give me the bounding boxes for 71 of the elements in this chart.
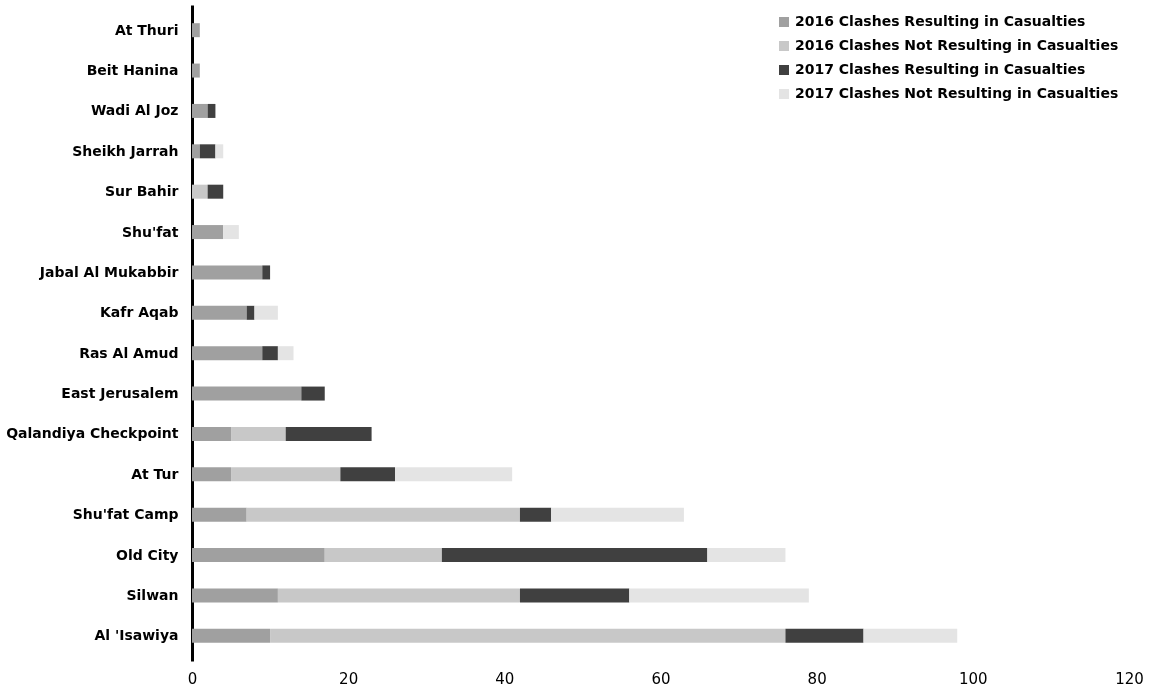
bar: [192, 507, 247, 522]
x-tick-label: 40: [495, 669, 515, 688]
bar: [707, 548, 786, 563]
bar: [863, 628, 958, 643]
bar: [324, 548, 442, 563]
x-tick-label: 120: [1115, 669, 1144, 688]
bar: [262, 346, 278, 361]
y-tick-label: Beit Hanina: [86, 62, 179, 79]
legend-label: 2017 Clashes Not Resulting in Casualties: [795, 85, 1119, 101]
y-tick-label: Shu'fat: [121, 223, 179, 240]
bar: [192, 144, 200, 159]
bar: [192, 467, 232, 482]
bar: [519, 507, 552, 522]
bar: [207, 103, 216, 118]
bar: [301, 386, 325, 401]
legend-label: 2017 Clashes Resulting in Casualties: [795, 61, 1086, 77]
bar: [246, 305, 255, 320]
y-tick-label: Al 'Isawiya: [94, 627, 179, 644]
bar: [192, 346, 263, 361]
bar: [629, 588, 809, 603]
bar: [231, 426, 286, 441]
y-tick-label: Qalandiya Checkpoint: [6, 425, 179, 442]
bar: [192, 548, 325, 563]
y-tick-label: Wadi Al Joz: [90, 102, 179, 119]
y-tick-label: Ras Al Amud: [79, 344, 179, 361]
bar: [207, 184, 224, 199]
bar: [192, 426, 232, 441]
bar: [270, 628, 786, 643]
y-tick-label: Old City: [116, 546, 179, 563]
bar: [262, 265, 271, 280]
bar: [192, 184, 208, 199]
bar: [551, 507, 684, 522]
bar: [215, 144, 224, 159]
bar: [395, 467, 513, 482]
x-tick-label: 60: [651, 669, 671, 688]
bar: [340, 467, 396, 482]
y-tick-label: Sur Bahir: [104, 183, 179, 200]
bar: [285, 426, 372, 441]
bar: [223, 225, 239, 240]
bar: [441, 548, 708, 563]
bar: [277, 588, 520, 603]
bar: [192, 63, 200, 78]
bar: [246, 507, 520, 522]
y-tick-label: Shu'fat Camp: [72, 506, 179, 523]
x-tick-label: 100: [959, 669, 988, 688]
bar: [192, 386, 302, 401]
y-tick-label: At Tur: [131, 465, 179, 482]
bar: [192, 628, 271, 643]
y-tick-label: At Thuri: [114, 21, 179, 38]
bar: [277, 346, 294, 361]
bar: [192, 305, 247, 320]
bar: [231, 467, 341, 482]
legend-label: 2016 Clashes Not Resulting in Casualties: [795, 37, 1119, 53]
bar: [192, 588, 278, 603]
bar: [192, 103, 208, 118]
y-tick-label: Sheikh Jarrah: [72, 142, 179, 159]
y-tick-label: Jabal Al Mukabbir: [38, 263, 179, 280]
y-tick-label: East Jerusalem: [61, 385, 179, 402]
bar: [192, 225, 224, 240]
bar: [192, 23, 200, 38]
x-tick-label: 80: [807, 669, 827, 688]
bar: [199, 144, 216, 159]
x-tick-label: 0: [187, 669, 198, 688]
bar: [785, 628, 864, 643]
bar: [254, 305, 278, 320]
legend-label: 2016 Clashes Resulting in Casualties: [795, 13, 1086, 29]
bar: [192, 265, 263, 280]
bar: [519, 588, 630, 603]
y-tick-label: Kafr Aqab: [100, 304, 179, 321]
y-tick-label: Silwan: [126, 586, 179, 603]
x-tick-label: 20: [339, 669, 359, 688]
